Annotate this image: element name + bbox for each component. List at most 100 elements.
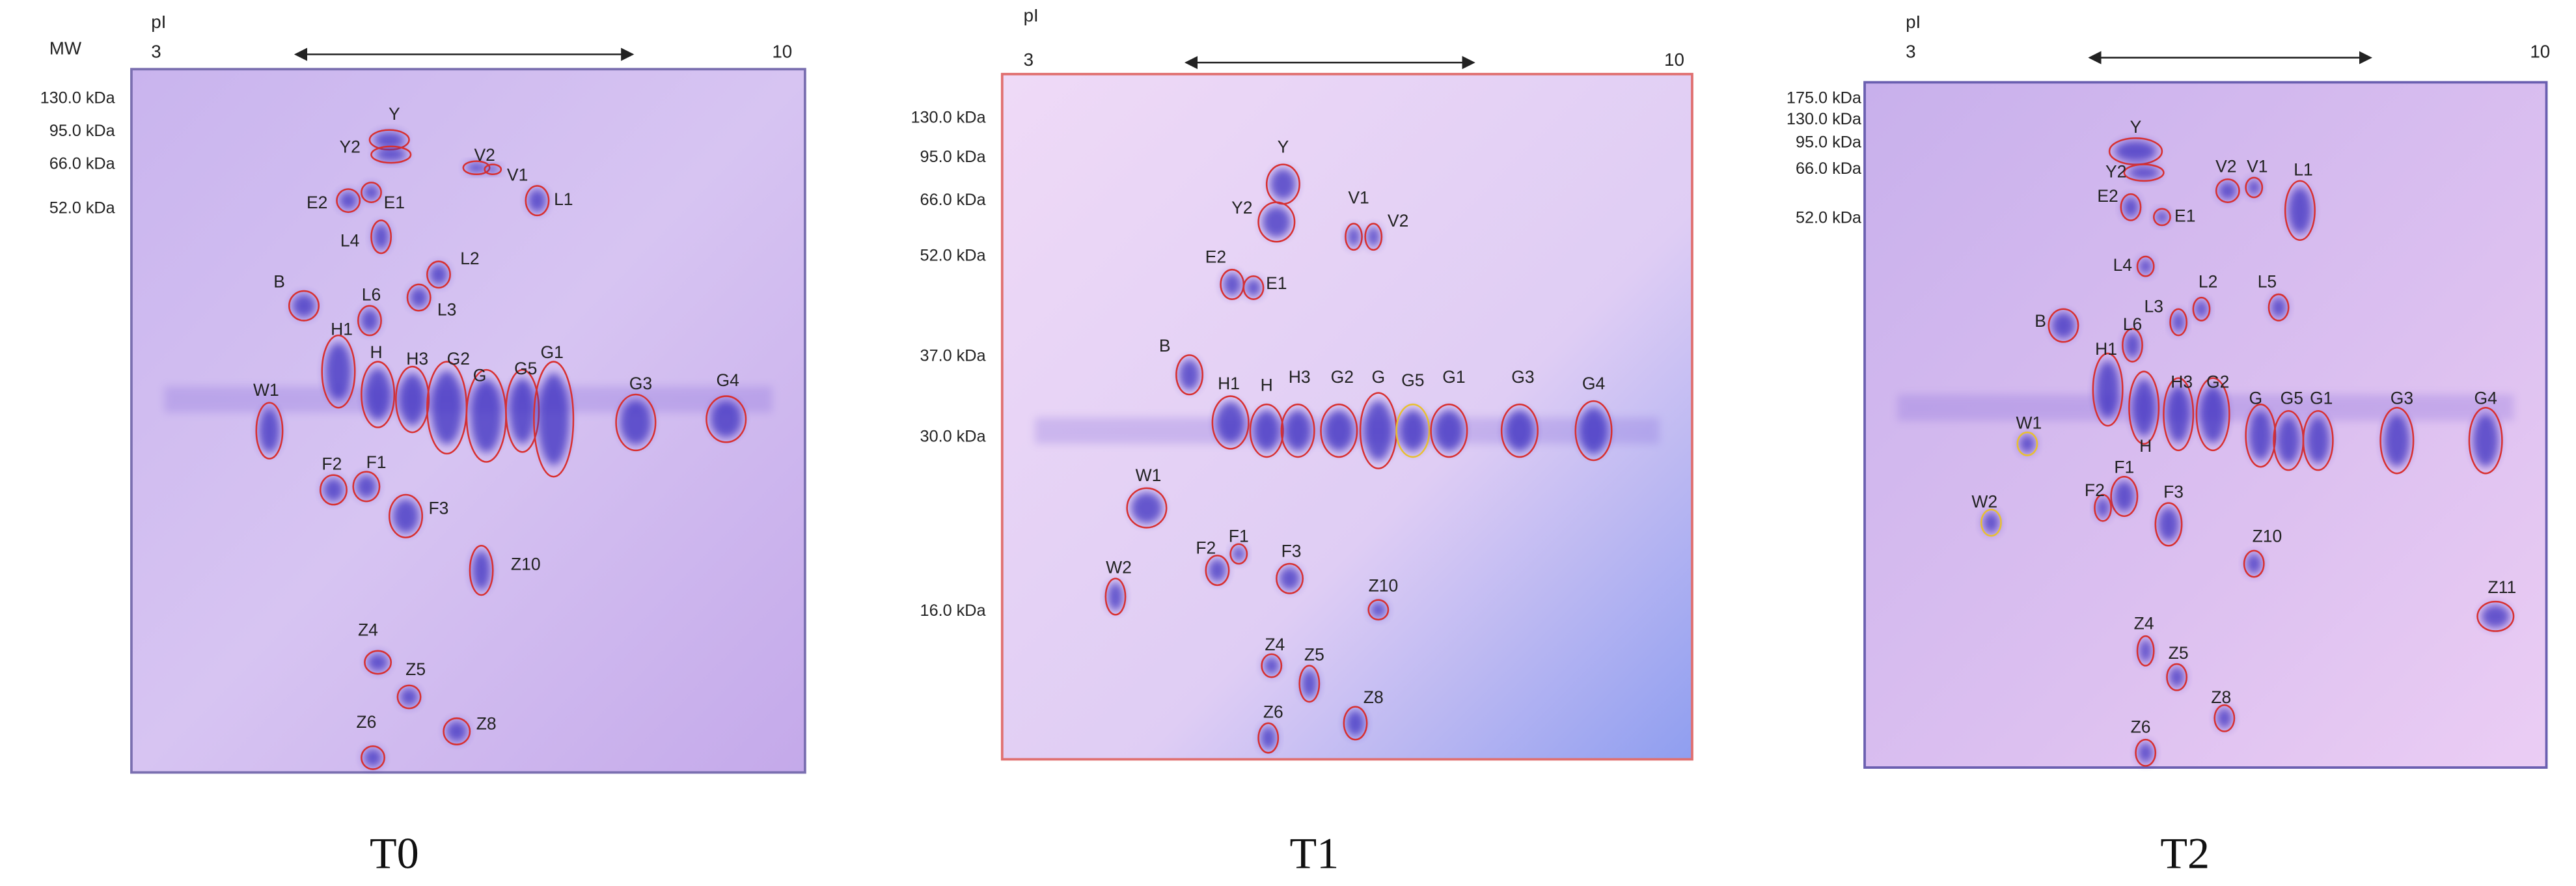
protein-spot — [325, 342, 352, 401]
spot-label: G — [2249, 389, 2262, 408]
spot-label: E2 — [1205, 247, 1226, 267]
protein-spot — [2169, 667, 2185, 688]
spot-circle — [1343, 706, 1368, 741]
gel-panel: Y Y2 V2 V1 L1 E2 E1 L4 L2 L5 L3 B L6 H1 H H3 G2 G G5 G1 G3 G4… — [1787, 12, 2550, 878]
protein-spot — [2247, 179, 2261, 196]
spot-circle — [2153, 208, 2171, 227]
spot-label: H — [2139, 436, 2152, 456]
spot-circle — [2476, 600, 2515, 632]
pi-start: 3 — [1024, 49, 1034, 70]
mw-marker: 66.0 kDa — [1796, 159, 1862, 178]
spot-circle — [615, 393, 657, 452]
protein-spot — [2472, 414, 2499, 467]
mw-marker: 130.0 kDa — [911, 109, 986, 127]
protein-spot — [2383, 414, 2411, 467]
spot-circle — [1261, 653, 1283, 678]
protein-spot — [323, 478, 344, 502]
spot-circle — [396, 684, 422, 710]
protein-spot — [2019, 434, 2036, 453]
mw-marker: 130.0 kDa — [40, 89, 116, 107]
protein-spot — [1253, 409, 1280, 452]
protein-spot — [364, 368, 391, 421]
protein-spot — [399, 373, 426, 426]
spot-label: F1 — [1229, 527, 1249, 546]
mw-marker: 30.0 kDa — [920, 427, 987, 445]
spot-label: V2 — [474, 145, 495, 165]
protein-spot — [2113, 480, 2135, 512]
pi-heading: pI — [1024, 5, 1039, 25]
protein-spot — [374, 132, 405, 148]
spot-label: Z4 — [358, 620, 378, 640]
spot-label: Y — [389, 104, 400, 124]
spot-label: L4 — [340, 230, 359, 250]
spot-label: G4 — [1582, 374, 1605, 393]
panel-caption: T1 — [1290, 829, 1339, 878]
spot-circle — [255, 402, 284, 460]
spot-circle — [2136, 255, 2155, 277]
spot-label: Z10 — [1369, 575, 1399, 595]
protein-spot — [1983, 512, 1999, 534]
spot-circle — [2154, 502, 2183, 547]
pi-start: 3 — [151, 41, 161, 61]
protein-spot — [2166, 385, 2191, 443]
spot-label: G1 — [1442, 367, 1465, 387]
spot-label: Z10 — [511, 555, 541, 574]
spot-circle — [1242, 275, 1265, 300]
panel-caption: T0 — [370, 829, 419, 878]
protein-spot — [2096, 497, 2110, 519]
spot-label: Z5 — [405, 659, 426, 679]
panel-caption: T2 — [2160, 829, 2210, 878]
spot-circle — [1280, 403, 1315, 458]
protein-spot — [1434, 409, 1464, 452]
pi-start: 3 — [1906, 41, 1915, 61]
spot-circle — [2120, 193, 2142, 221]
mw-marker: 66.0 kDa — [49, 154, 116, 173]
spot-label: H3 — [406, 349, 428, 368]
protein-spot — [258, 408, 281, 453]
protein-spot — [2288, 186, 2312, 234]
spot-circle — [2195, 377, 2230, 452]
mw-marker: 130.0 kDa — [1787, 110, 1862, 128]
spot-label: Y2 — [339, 137, 360, 156]
protein-spot — [509, 378, 536, 444]
mw-marker: 175.0 kDa — [1787, 89, 1862, 107]
spot-label: L5 — [2258, 271, 2277, 291]
spot-label: G2 — [447, 349, 470, 368]
spot-label: Y — [2130, 117, 2142, 137]
spot-circle — [1104, 577, 1127, 616]
protein-spot — [2249, 410, 2273, 461]
mw-marker: 66.0 kDa — [920, 191, 987, 209]
spot-circle — [1205, 555, 1230, 587]
protein-spot — [375, 148, 407, 161]
spot-circle — [319, 474, 348, 506]
gel — [130, 68, 806, 774]
protein-spot — [2051, 312, 2076, 339]
protein-spot — [710, 400, 742, 438]
protein-spot — [360, 309, 379, 333]
spot-label: Z5 — [2169, 643, 2189, 663]
spot-circle — [1430, 403, 1468, 458]
spot-circle — [2122, 327, 2143, 363]
spot-circle — [361, 745, 385, 770]
spot-circle — [370, 219, 392, 255]
spot-circle — [1257, 722, 1280, 754]
spot-label: G2 — [1331, 367, 1354, 387]
protein-spot — [431, 370, 463, 445]
spot-circle — [1320, 403, 1358, 458]
spot-label: H — [1261, 375, 1273, 395]
protein-spot — [409, 286, 428, 309]
spot-circle — [2245, 403, 2277, 468]
spot-label: G1 — [2310, 389, 2333, 408]
spot-circle — [361, 361, 396, 428]
spot-circle — [321, 334, 356, 409]
spot-label: F2 — [1196, 538, 1216, 557]
spot-label: E2 — [307, 193, 327, 212]
spot-label: B — [1159, 336, 1171, 355]
spot-label: Z4 — [2134, 613, 2154, 633]
spot-circle — [2166, 663, 2188, 691]
spot-label: W1 — [2016, 413, 2042, 432]
spot-label: W1 — [1136, 465, 1162, 485]
protein-spot — [538, 373, 569, 465]
